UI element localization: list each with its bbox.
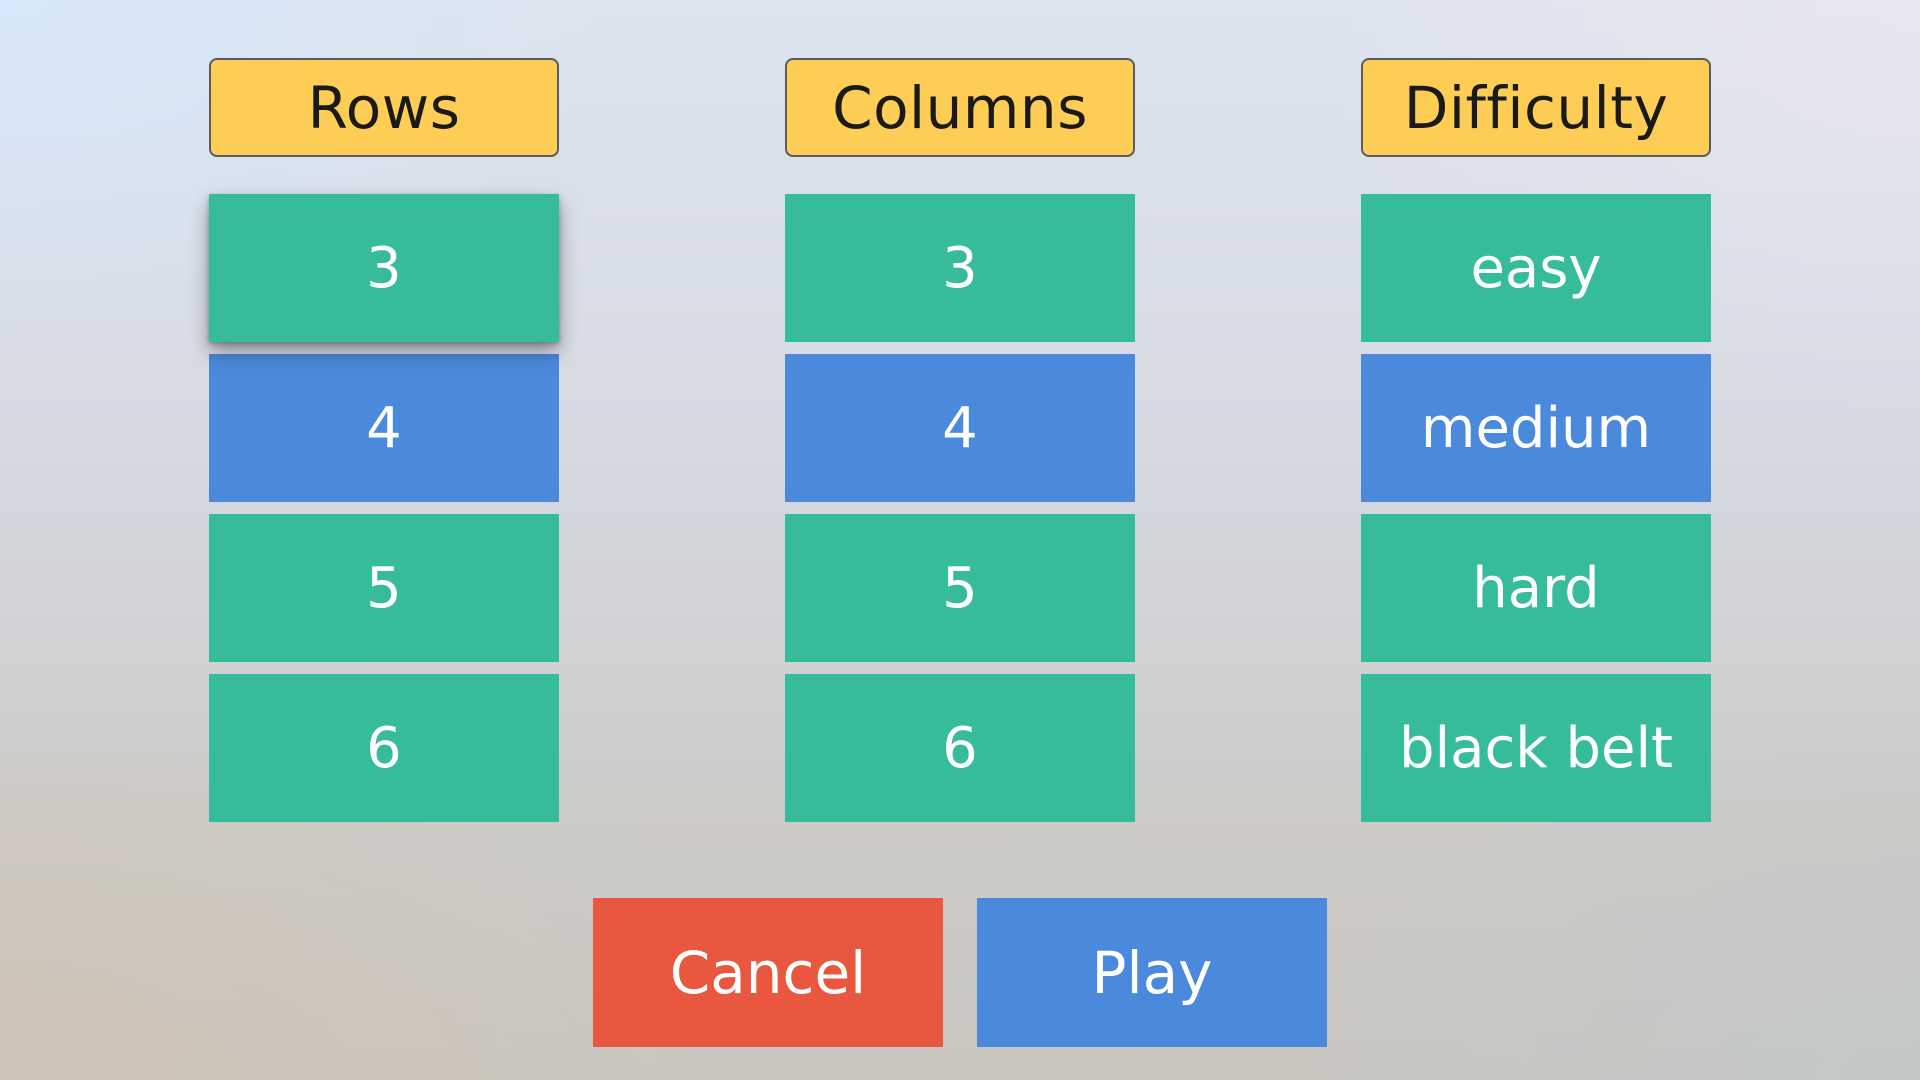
rows-header: Rows bbox=[209, 58, 559, 157]
difficulty-option-easy[interactable]: easy bbox=[1361, 194, 1711, 342]
rows-option-3[interactable]: 3 bbox=[209, 194, 559, 342]
play-button[interactable]: Play bbox=[977, 898, 1327, 1047]
columns-option-5[interactable]: 5 bbox=[785, 514, 1135, 662]
rows-option-5[interactable]: 5 bbox=[209, 514, 559, 662]
difficulty-header: Difficulty bbox=[1361, 58, 1711, 157]
columns-option-6[interactable]: 6 bbox=[785, 674, 1135, 822]
cancel-button[interactable]: Cancel bbox=[593, 898, 943, 1047]
rows-option-4[interactable]: 4 bbox=[209, 354, 559, 502]
columns-header: Columns bbox=[785, 58, 1135, 157]
rows-option-6[interactable]: 6 bbox=[209, 674, 559, 822]
difficulty-option-medium[interactable]: medium bbox=[1361, 354, 1711, 502]
columns-option-4[interactable]: 4 bbox=[785, 354, 1135, 502]
difficulty-option-hard[interactable]: hard bbox=[1361, 514, 1711, 662]
columns-option-3[interactable]: 3 bbox=[785, 194, 1135, 342]
difficulty-option-black-belt[interactable]: black belt bbox=[1361, 674, 1711, 822]
